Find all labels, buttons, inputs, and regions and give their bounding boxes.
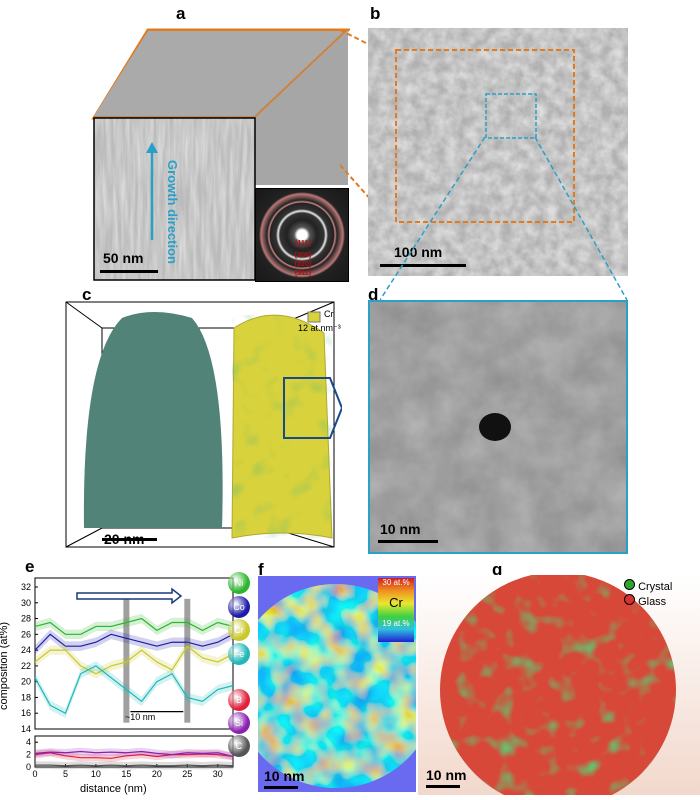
y-tick-label: 0 (26, 762, 31, 772)
zoom-connector-lines (380, 136, 628, 301)
colorbar-min: 19 at.% (382, 619, 410, 628)
legend-crystal: Crystal (624, 579, 672, 594)
direction-arrow (76, 587, 183, 605)
x-tick-label: 20 (152, 769, 162, 779)
panel-a-scalebar (100, 270, 158, 273)
panel-b-scale-label: 100 nm (394, 244, 443, 260)
series-line-Co (34, 633, 234, 651)
series-band-Ni (35, 613, 233, 640)
series-line-Si (34, 750, 234, 758)
panel-f-scale-label: 10 nm (264, 768, 305, 784)
series-band-Co (35, 629, 233, 655)
x-tick-label: 15 (121, 769, 131, 779)
diffraction-pattern-inset: {111} {200} {220} {311} (255, 188, 349, 282)
ring-111: {111} (294, 240, 312, 247)
legend-ball-C: C (228, 735, 250, 757)
x-tick-label: 10 (91, 769, 101, 779)
iso-element-label: Cr (324, 309, 334, 319)
legend-ball-Fe: Fe (228, 643, 250, 665)
y-tick-label: 20 (21, 677, 31, 687)
ring-311: {311} (294, 270, 312, 277)
x-tick-label: 5 (63, 769, 68, 779)
panel-a-label: a (176, 4, 186, 23)
panel-b-scalebar (380, 264, 466, 267)
panel-d-scalebar (378, 540, 438, 543)
x-axis-label: distance (nm) (80, 783, 147, 795)
y-tick-label: 26 (21, 629, 31, 639)
series-band-Fe (35, 661, 233, 718)
panel-g-scalebar (426, 785, 460, 788)
highlight-band-0 (123, 598, 130, 723)
y-tick-label: 32 (21, 582, 31, 592)
panel-g-phase-map: 10 nm Crystal Glass (418, 575, 700, 795)
ring-220: {220} (294, 261, 312, 268)
series-line-C (35, 764, 234, 767)
panel-c-atom-probe (65, 301, 342, 548)
legend-ball-Cr: Cr (228, 619, 250, 641)
panel-d-scale-label: 10 nm (380, 521, 421, 537)
x-tick-label: 25 (182, 769, 192, 779)
y-tick-label: 30 (21, 598, 31, 608)
panel-b-label: b (370, 4, 381, 23)
panel-d-hrtem-image: 10 nm (368, 300, 628, 554)
colorbar-element: Cr (389, 595, 403, 610)
series-line-B (34, 752, 234, 759)
period-annotation: ~10 nm (125, 712, 156, 722)
panel-d-label: d (368, 285, 379, 304)
legend-ball-Co: Co (228, 596, 250, 618)
series-line-Ni (34, 617, 234, 635)
y-tick-label: 22 (21, 661, 31, 671)
series-band-Cr (35, 641, 233, 679)
ring-200: {200} (294, 252, 312, 259)
panel-b-tem-image: 100 nm (368, 28, 628, 276)
series-line-Cr (34, 645, 234, 675)
x-tick-label: 30 (213, 769, 223, 779)
legend-ball-Si: Si (228, 712, 250, 734)
legend-glass: Glass (624, 594, 672, 609)
y-tick-label: 14 (21, 724, 31, 734)
panel-f-label: f (258, 560, 264, 579)
y-tick-label: 28 (21, 614, 31, 624)
panel-a-scale-label: 50 nm (103, 250, 144, 266)
series-band-Si (35, 747, 233, 761)
phase-legend: Crystal Glass (624, 579, 672, 609)
panel-f-scalebar (264, 786, 298, 789)
y-axis-label: composition (at%) (0, 621, 11, 711)
panel-g-label: g (492, 560, 503, 579)
y-tick-label: 4 (26, 737, 31, 747)
highlight-band-1 (184, 598, 191, 723)
panel-e-label: e (25, 557, 35, 576)
legend-ball-Ni: Ni (228, 572, 250, 594)
y-tick-label: 16 (21, 708, 31, 718)
y-tick-label: 18 (21, 692, 31, 702)
panel-c-label: c (82, 285, 92, 304)
panel-f-cr-map: 30 at.% Cr 19 at.% 10 nm (258, 576, 416, 792)
panel-g-scale-label: 10 nm (426, 767, 467, 783)
growth-direction-label: Growth direction (165, 160, 180, 264)
colorbar-max: 30 at.% (382, 578, 410, 587)
panel-a-top-face (94, 31, 344, 116)
series-line-Fe (34, 665, 234, 715)
y-tick-label: 24 (21, 645, 31, 655)
iso-value-label: 12 at.nm⁻³ (298, 323, 341, 333)
x-tick-label: 0 (32, 769, 37, 779)
y-tick-label: 2 (26, 750, 31, 760)
legend-ball-B: B (228, 689, 250, 711)
panel-c-scale-label: 20 nm (104, 531, 145, 547)
colorbar: 30 at.% Cr 19 at.% (378, 578, 414, 642)
